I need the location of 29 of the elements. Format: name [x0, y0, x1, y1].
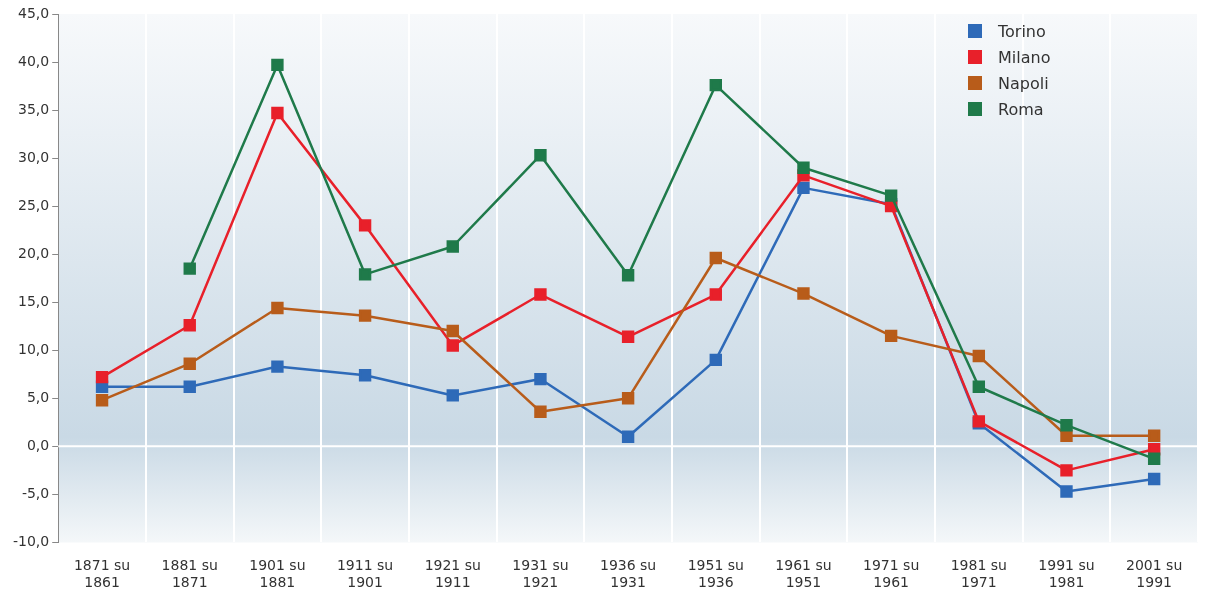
y-tick-label: 5,0 [26, 388, 50, 405]
x-tick-label: 1911 su 1901 [336, 557, 394, 591]
x-tick-label: 1931 su 1921 [512, 557, 569, 591]
legend-label: Torino [998, 21, 1046, 41]
x-tick-label: 1951 su 1936 [687, 557, 744, 591]
y-tick-label: 25,0 [18, 196, 50, 213]
x-tick-label: 1881 su 1871 [161, 557, 218, 591]
y-tick-label: 45,0 [18, 4, 50, 21]
y-tick-label: 20,0 [18, 244, 50, 261]
y-tick-label: 35,0 [18, 100, 50, 117]
legend-label: Napoli [998, 73, 1049, 93]
legend-label: Milano [998, 47, 1051, 67]
y-tick-label: -10,0 [12, 533, 50, 550]
x-tick-label: 1871 su 1861 [73, 557, 131, 591]
legend-label: Roma [998, 99, 1044, 119]
x-tick-label: 1981 su 1971 [950, 557, 1007, 591]
x-tick-label: 1921 su 1911 [424, 557, 481, 591]
x-tick-label: 1961 su 1951 [775, 557, 832, 591]
y-tick-label: -5,0 [21, 485, 50, 501]
y-tick-label: 10,0 [18, 340, 50, 357]
y-tick-label: 0,0 [26, 436, 50, 453]
x-tick-label: 1991 su 1981 [1038, 557, 1095, 591]
x-tick-label: 2001 su 1991 [1126, 557, 1183, 591]
x-tick-label: 1936 su 1931 [599, 557, 657, 591]
y-tick-label: 40,0 [18, 52, 50, 69]
x-tick-label: 1901 su 1881 [249, 557, 306, 591]
y-tick-label: 30,0 [18, 148, 50, 165]
y-tick-label: 15,0 [18, 292, 50, 309]
x-tick-label: 1971 su 1961 [863, 557, 920, 591]
